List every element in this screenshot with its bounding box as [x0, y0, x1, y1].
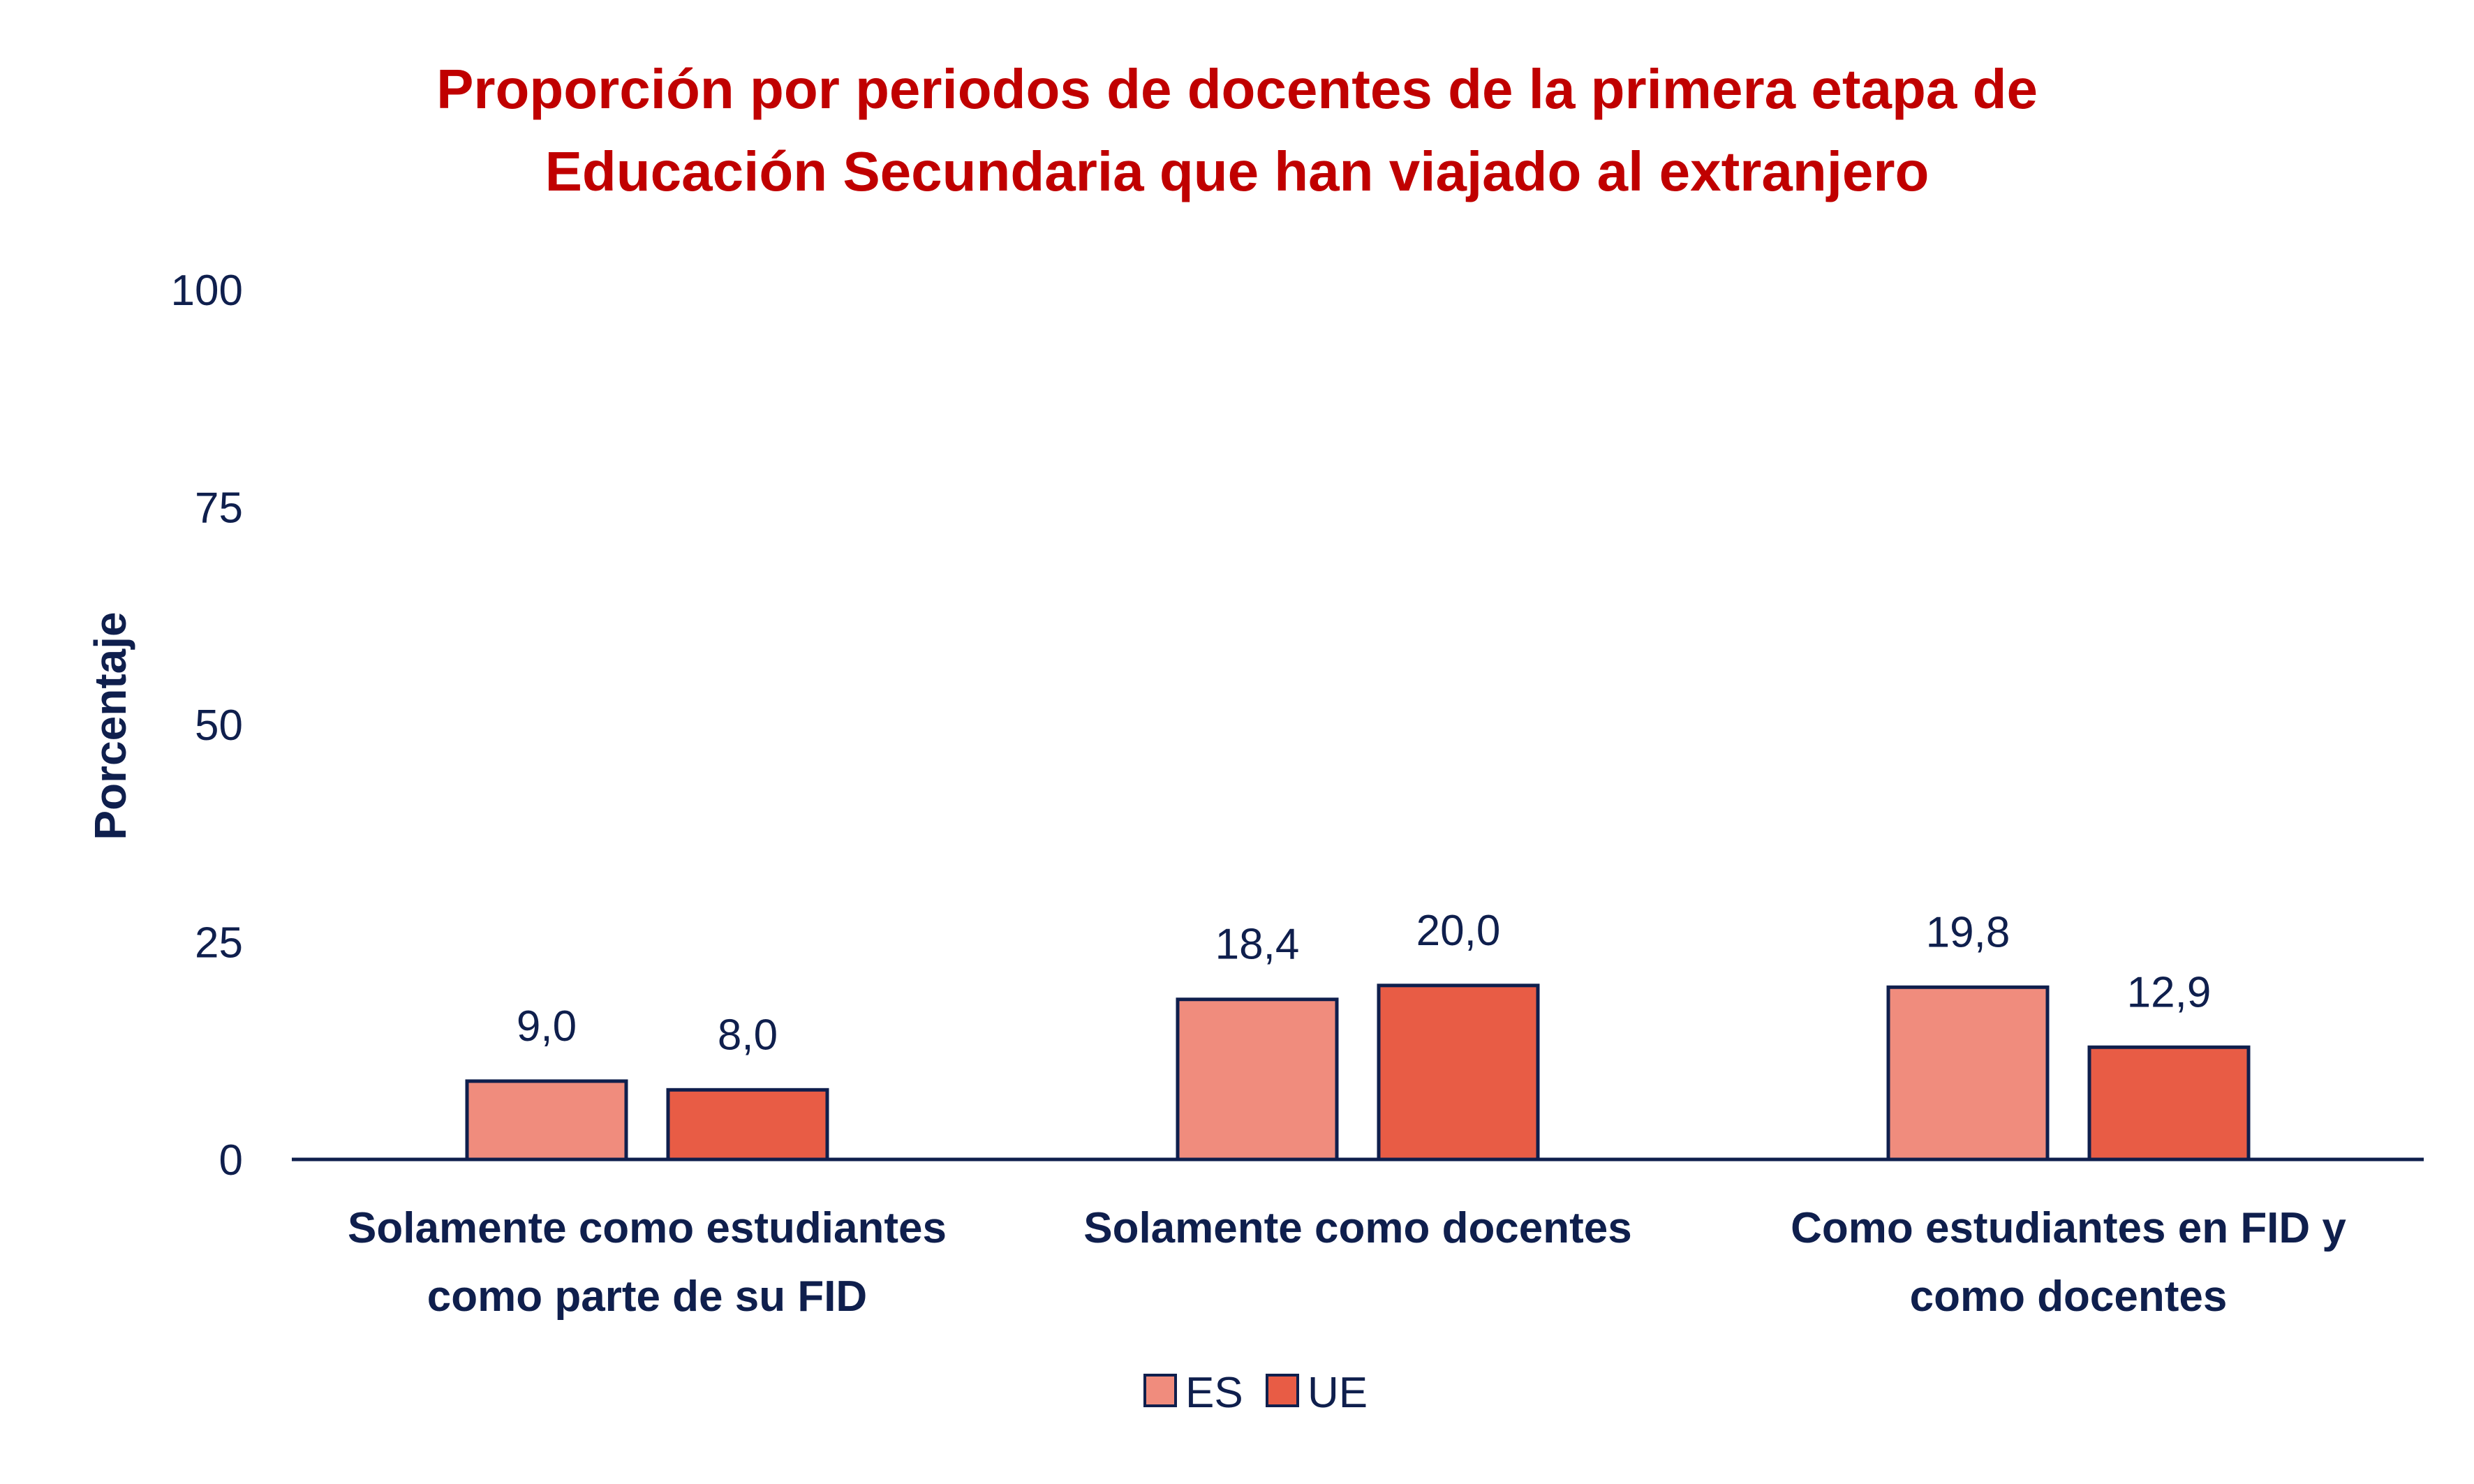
legend-swatch-es — [1143, 1374, 1177, 1407]
legend-label-es: ES — [1185, 1369, 1243, 1417]
chart-title-line-2: Educación Secundaria que han viajado al … — [545, 140, 1929, 202]
bar-es — [1886, 985, 2050, 1162]
y-tick-label: 100 — [171, 267, 243, 315]
bar-es — [1176, 997, 1339, 1162]
y-axis-title: Porcentaje — [85, 611, 135, 840]
y-tick-label: 25 — [195, 919, 243, 967]
y-tick-label: 0 — [219, 1136, 243, 1185]
category-label: Solamente como estudiantes — [348, 1204, 947, 1252]
category-label: Solamente como docentes — [1083, 1204, 1632, 1252]
legend-swatch-ue — [1266, 1374, 1299, 1407]
bar-ue — [2087, 1045, 2251, 1162]
data-label: 20,0 — [1416, 907, 1501, 955]
category-label: como parte de su FID — [427, 1272, 867, 1321]
bar-ue — [666, 1088, 829, 1162]
category-label: como docentes — [1910, 1272, 2228, 1321]
data-label: 19,8 — [1926, 908, 2010, 956]
bar-ue — [1377, 984, 1540, 1162]
legend-label-ue: UE — [1308, 1369, 1368, 1417]
data-label: 12,9 — [2127, 968, 2212, 1016]
data-label: 18,4 — [1215, 921, 1300, 969]
data-label: 8,0 — [718, 1011, 778, 1059]
chart-title-line-1: Proporción por periodos de docentes de l… — [436, 58, 2038, 120]
category-label: Como estudiantes en FID y — [1791, 1204, 2346, 1252]
bar-es — [465, 1079, 628, 1162]
data-label: 9,0 — [517, 1002, 577, 1051]
y-tick-label: 75 — [195, 484, 243, 533]
y-tick-label: 50 — [195, 702, 243, 750]
